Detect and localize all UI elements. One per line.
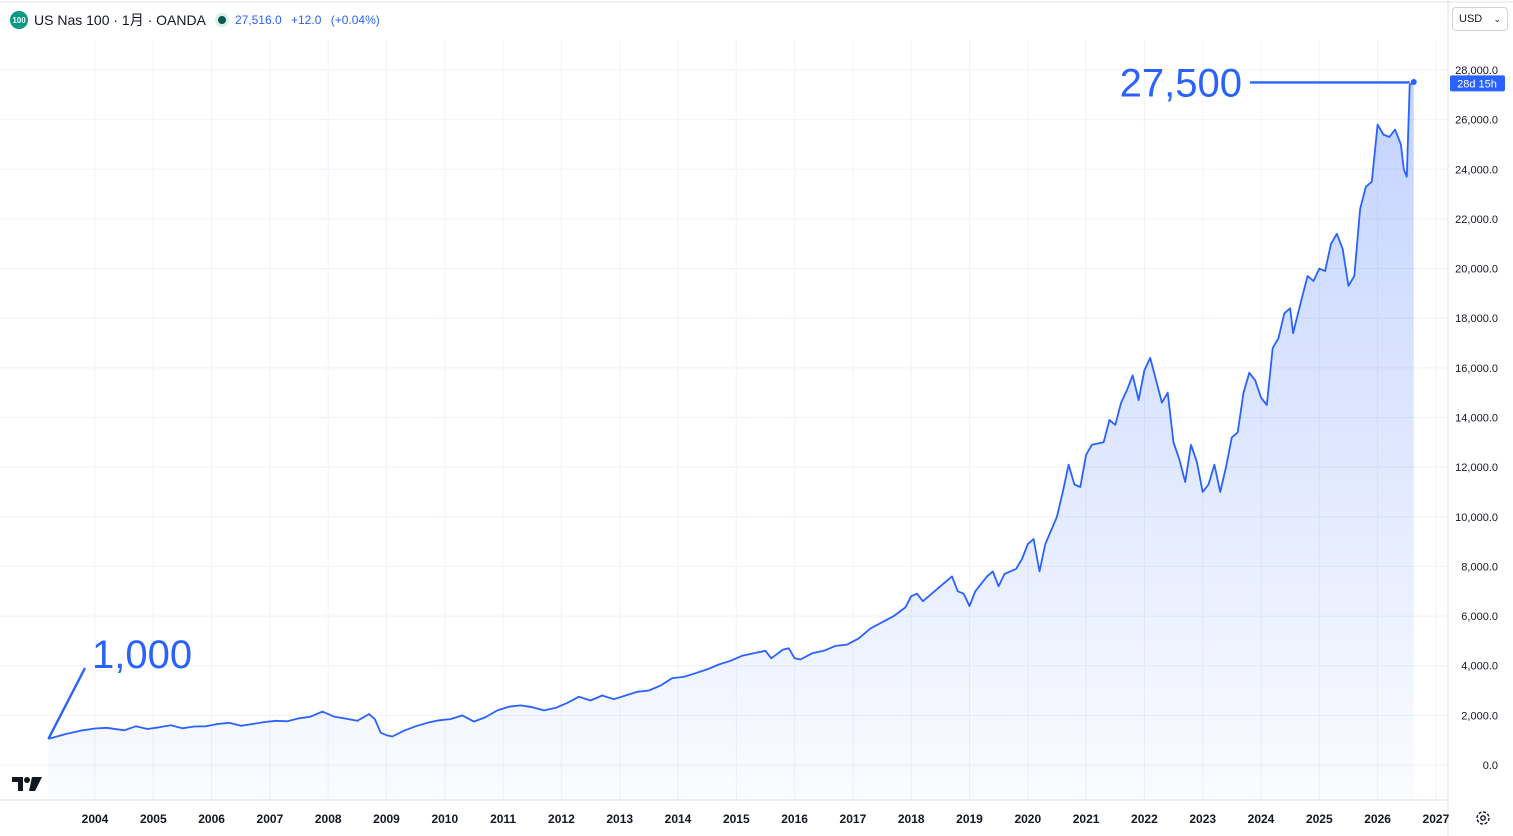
price-axis: 0.0 2,000.0 4,000.0 6,000.0 8,000.0 10,000.0 1…: [1455, 65, 1498, 772]
x-tick-label: 2025: [1306, 812, 1333, 826]
y-tick-label: 16,000.0: [1455, 363, 1498, 375]
annotation-1000-line: [47, 667, 87, 740]
market-status-icon: [217, 16, 226, 24]
symbol-header: 100 US Nas 100 · 1月 · OANDA 27,516.0 +12…: [0, 0, 1440, 40]
settings-gear-icon[interactable]: [1474, 809, 1492, 827]
y-tick-label: 12,000.0: [1455, 462, 1498, 474]
tradingview-logo-icon: [12, 777, 42, 791]
x-tick-label: 2021: [1073, 812, 1100, 826]
x-tick-label: 2019: [956, 812, 983, 826]
x-tick-label: 2027: [1423, 812, 1450, 826]
x-tick-label: 2023: [1189, 812, 1216, 826]
quote-values: 27,516.0 +12.0 (+0.04%): [235, 13, 386, 27]
annotation-27500-label: 27,500: [1120, 61, 1242, 105]
symbol-title[interactable]: US Nas 100 · 1月 · OANDA: [34, 12, 206, 28]
x-tick-label: 2016: [781, 812, 808, 826]
x-tick-label: 2007: [257, 812, 284, 826]
x-tick-label: 2005: [140, 812, 167, 826]
y-tick-label: 26,000.0: [1455, 115, 1498, 127]
x-tick-label: 2004: [82, 812, 109, 826]
y-tick-label: 0.0: [1483, 760, 1498, 772]
price-change-percent: (+0.04%): [330, 13, 380, 27]
currency-selector[interactable]: USD ⌄: [1452, 7, 1508, 31]
countdown-label: 28d 15h: [1457, 78, 1497, 90]
price-change: +12.0: [291, 13, 322, 27]
y-tick-label: 14,000.0: [1455, 413, 1498, 425]
countdown-price-tag: [1450, 75, 1505, 92]
time-axis: 2004 2005 2006 2007 2008 2009 2010 2011 2012 2013…: [82, 812, 1450, 826]
x-tick-label: 2024: [1248, 812, 1275, 826]
annotation-1000-label: 1,000: [92, 633, 192, 677]
chevron-down-icon: ⌄: [1493, 13, 1501, 24]
price-area: [48, 82, 1414, 800]
x-tick-label: 2013: [606, 812, 633, 826]
y-tick-label: 2,000.0: [1461, 710, 1498, 722]
last-price-dot: [1410, 79, 1417, 86]
y-tick-label: 18,000.0: [1455, 313, 1498, 325]
x-tick-label: 2026: [1364, 812, 1391, 826]
x-tick-label: 2015: [723, 812, 750, 826]
currency-value: USD: [1459, 13, 1483, 25]
x-tick-label: 2012: [548, 812, 575, 826]
y-tick-label: 24,000.0: [1455, 164, 1498, 176]
y-tick-label: 28,000.0: [1455, 65, 1498, 77]
y-tick-label: 22,000.0: [1455, 214, 1498, 226]
x-tick-label: 2022: [1131, 812, 1158, 826]
x-tick-label: 2018: [898, 812, 925, 826]
x-tick-label: 2014: [665, 812, 692, 826]
x-tick-label: 2006: [198, 812, 225, 826]
x-tick-label: 2010: [431, 812, 458, 826]
price-line: [48, 81, 1415, 740]
y-tick-label: 10,000.0: [1455, 512, 1498, 524]
x-tick-label: 2011: [490, 812, 516, 826]
y-tick-label: 8,000.0: [1461, 561, 1498, 573]
x-tick-label: 2017: [840, 812, 867, 826]
y-tick-label: 20,000.0: [1455, 264, 1498, 276]
x-tick-label: 2008: [315, 812, 342, 826]
y-tick-label: 4,000.0: [1461, 661, 1498, 673]
symbol-logo-icon: 100: [10, 11, 28, 29]
x-tick-label: 2020: [1014, 812, 1041, 826]
x-tick-label: 2009: [373, 812, 400, 826]
y-tick-label: 6,000.0: [1461, 611, 1498, 623]
last-price: 27,516.0: [234, 13, 282, 27]
